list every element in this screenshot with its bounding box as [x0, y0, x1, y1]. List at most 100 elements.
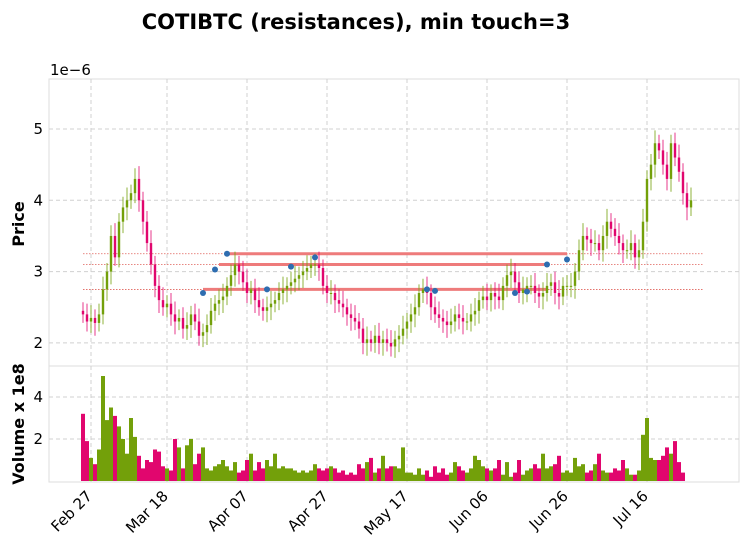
volume-bar [101, 376, 105, 481]
volume-bar [157, 451, 161, 481]
candle-body [97, 314, 101, 323]
candle-body [317, 264, 321, 269]
volume-bar [373, 472, 377, 481]
volume-bar [345, 474, 349, 481]
volume-bar [473, 455, 477, 481]
candle-body [189, 314, 193, 326]
volume-bar [329, 466, 333, 481]
candle-body [553, 282, 557, 293]
volume-bar [153, 449, 157, 481]
volume-bar [333, 468, 337, 481]
candle-body [169, 303, 173, 315]
touch-point [288, 263, 294, 270]
volume-bar [109, 407, 113, 481]
volume-bar [453, 462, 457, 481]
volume-bar [521, 474, 525, 481]
candle-body [597, 243, 601, 251]
volume-bar [97, 449, 101, 481]
volume-bar [81, 413, 85, 481]
volume-bar [677, 462, 681, 481]
candle-body [445, 321, 449, 326]
volume-bar [605, 472, 609, 481]
volume-bar [173, 439, 177, 481]
volume-bar [597, 453, 601, 481]
volume-bar [445, 474, 449, 481]
candle-body [245, 282, 249, 293]
volume-bar [105, 420, 109, 481]
volume-bar [489, 470, 493, 481]
volume-bar [633, 474, 637, 481]
candle-body [101, 289, 105, 315]
volume-tick-label: 4 [33, 388, 43, 406]
volume-bar [541, 453, 545, 481]
candle-body [233, 264, 237, 276]
candle-body [281, 289, 285, 293]
candle-body [81, 310, 85, 315]
volume-bar [189, 439, 193, 481]
candle-body [661, 150, 665, 165]
candle-body [141, 200, 145, 222]
volume-bar [573, 457, 577, 481]
touch-point [224, 250, 230, 257]
candle-body [485, 296, 489, 301]
candle-body [341, 303, 345, 308]
candle-body [513, 271, 517, 283]
candle-body [677, 157, 681, 172]
candle-body [153, 264, 157, 286]
volume-bar [241, 470, 245, 481]
volume-bar [249, 453, 253, 481]
volume-bar [225, 466, 229, 481]
volume-bar [269, 466, 273, 481]
candle-body [313, 264, 317, 266]
volume-grid [49, 366, 739, 482]
touch-point [212, 266, 218, 273]
x-tick-label: Jun 06 [445, 487, 492, 534]
volume-panel-frame [48, 365, 740, 483]
volume-bar [313, 464, 317, 481]
touch-points [200, 250, 570, 296]
volume-bar [665, 447, 669, 481]
candle-body [277, 292, 281, 301]
volume-bar [417, 468, 421, 481]
volume-bar [365, 462, 369, 481]
volume-bar [557, 455, 561, 481]
candle-body [385, 339, 389, 343]
volume-bar [589, 470, 593, 481]
price-tick-label: 4 [33, 191, 43, 209]
candle-body [325, 285, 329, 293]
volume-bar [565, 470, 569, 481]
candle-body [265, 307, 269, 311]
candle-body [253, 289, 257, 301]
volume-bar [397, 468, 401, 481]
volume-bar [361, 468, 365, 481]
candle-body [197, 321, 201, 336]
volume-bar [457, 466, 461, 481]
volume-bar [653, 460, 657, 481]
volume-bar [93, 464, 97, 481]
candle-body [633, 243, 637, 258]
candle-body [421, 289, 425, 293]
candle-body [249, 289, 253, 293]
touch-point [264, 286, 270, 293]
candle-body [417, 292, 421, 308]
volume-bar [289, 468, 293, 481]
volume-bar [553, 464, 557, 481]
volume-bar [301, 470, 305, 481]
volume-bar [133, 436, 137, 481]
volume-bar [649, 457, 653, 481]
volume-bar [149, 462, 153, 481]
volume-bar [549, 466, 553, 481]
volume-bar [177, 447, 181, 481]
candle-body [453, 314, 457, 322]
volume-bar [413, 474, 417, 481]
x-tick-label: Jun 26 [525, 487, 572, 534]
candle-body [237, 264, 241, 272]
volume-bar [117, 426, 121, 481]
candle-body [465, 321, 469, 323]
candle-body [201, 332, 205, 336]
candle-body [681, 171, 685, 194]
volume-bar [113, 415, 117, 481]
volume-bar [617, 470, 621, 481]
volume-bar [393, 466, 397, 481]
candle-body [349, 314, 353, 318]
